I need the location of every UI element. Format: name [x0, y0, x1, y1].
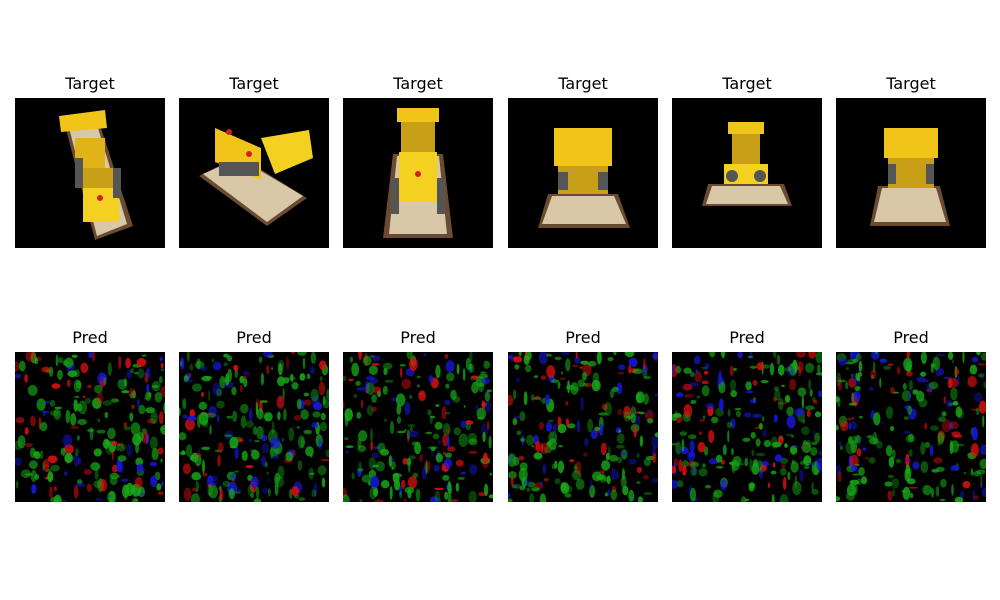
pred-image [672, 352, 822, 502]
target-title: Target [886, 74, 936, 93]
target-image [15, 98, 165, 248]
pred-image [343, 352, 493, 502]
target-image [836, 98, 986, 248]
pred-title: Pred [400, 328, 436, 347]
pred-image [508, 352, 658, 502]
target-title: Target [65, 74, 115, 93]
target-image [343, 98, 493, 248]
pred-title: Pred [893, 328, 929, 347]
pred-image [15, 352, 165, 502]
target-title: Target [393, 74, 443, 93]
pred-title: Pred [236, 328, 272, 347]
target-title: Target [229, 74, 279, 93]
target-image [672, 98, 822, 248]
target-image [179, 98, 329, 248]
pred-title: Pred [72, 328, 108, 347]
pred-title: Pred [729, 328, 765, 347]
target-image [508, 98, 658, 248]
target-title: Target [558, 74, 608, 93]
pred-image [179, 352, 329, 502]
pred-image [836, 352, 986, 502]
target-title: Target [722, 74, 772, 93]
pred-title: Pred [565, 328, 601, 347]
